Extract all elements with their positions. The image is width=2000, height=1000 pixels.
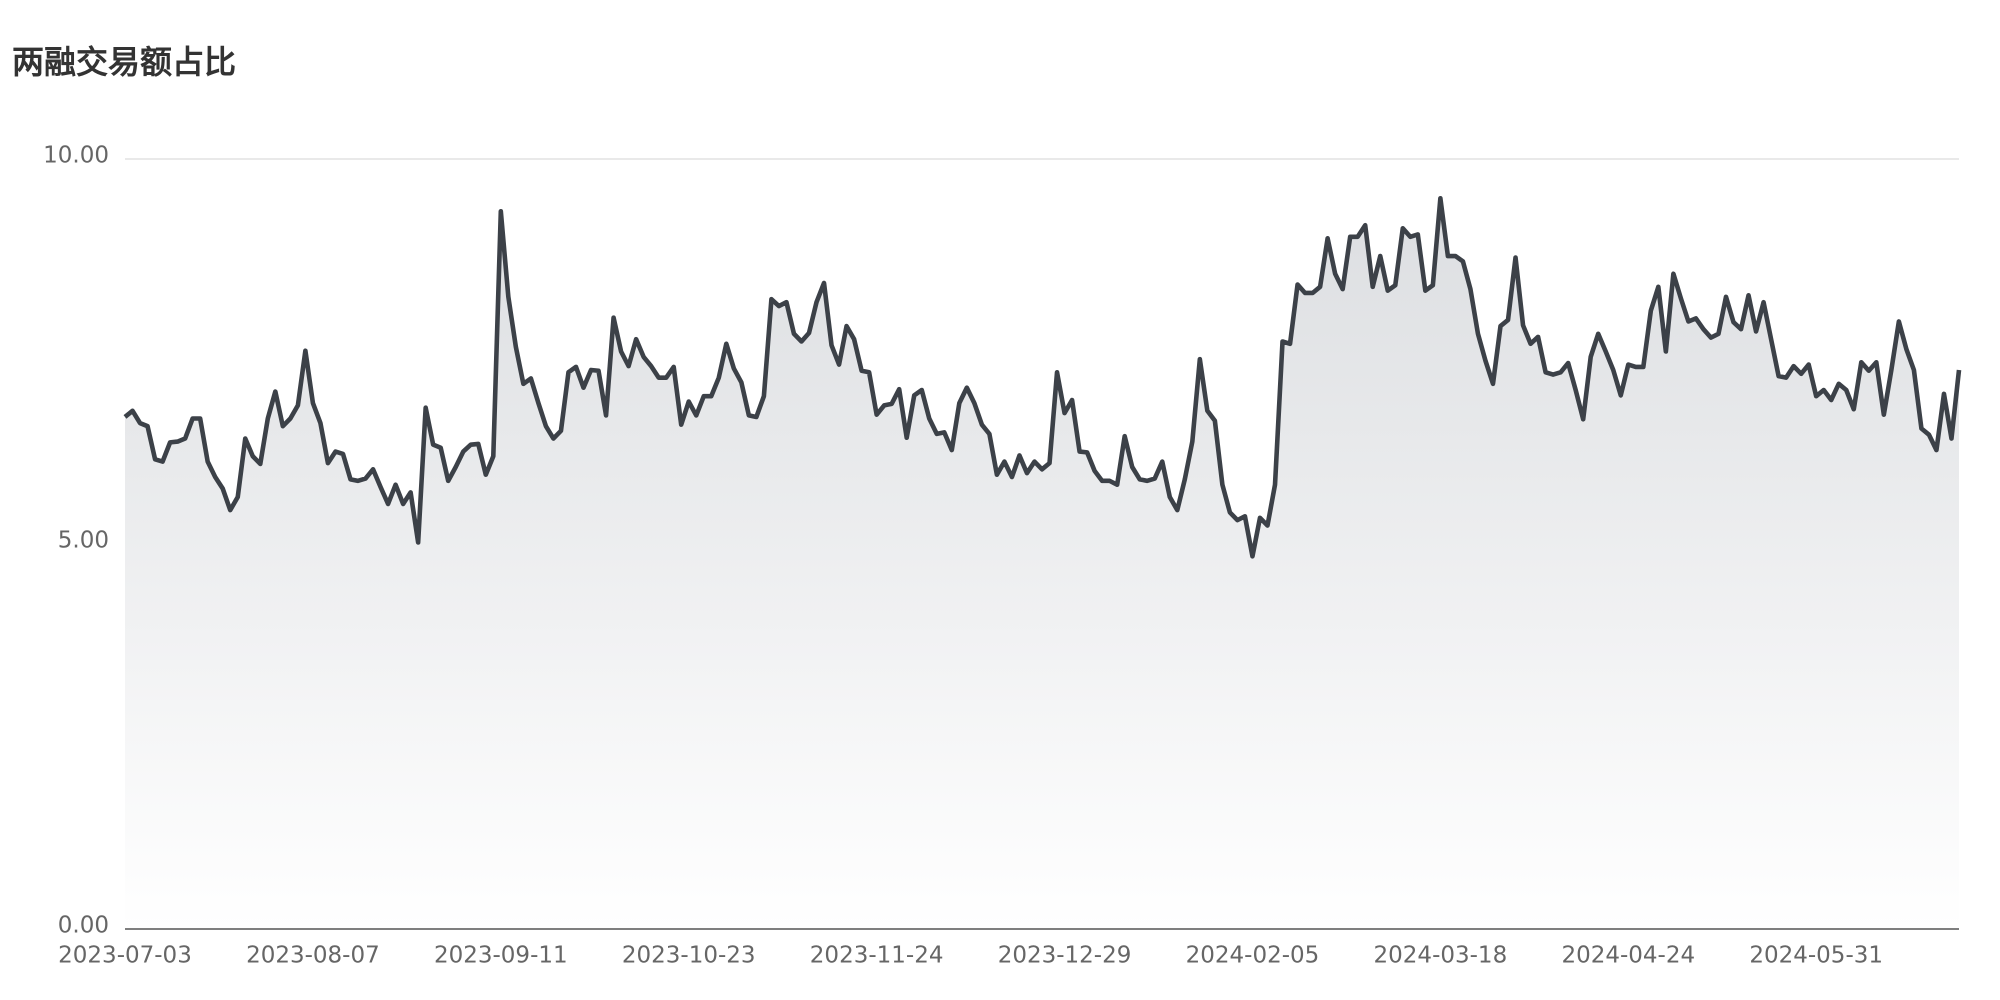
x-tick-label: 2023-08-07 <box>246 943 380 969</box>
x-tick-label: 2024-04-24 <box>1561 943 1695 969</box>
x-tick-label: 2024-02-05 <box>1186 943 1320 969</box>
x-tick-label: 2024-03-18 <box>1374 943 1508 969</box>
x-tick-label: 2023-09-11 <box>434 943 568 969</box>
area <box>125 198 1959 929</box>
chart-title: 两融交易额占比 <box>12 43 236 81</box>
y-tick-label: 5.00 <box>58 528 109 554</box>
x-tick-label: 2024-05-31 <box>1749 943 1883 969</box>
x-tick-label: 2023-11-24 <box>810 943 944 969</box>
x-tick-label: 2023-10-23 <box>622 943 756 969</box>
x-tick-label: 2023-07-03 <box>58 943 192 969</box>
y-tick-label: 10.00 <box>43 143 109 169</box>
y-tick-label: 0.00 <box>58 913 109 939</box>
line <box>123 195 1962 559</box>
x-tick-label: 2023-12-29 <box>998 943 1132 969</box>
